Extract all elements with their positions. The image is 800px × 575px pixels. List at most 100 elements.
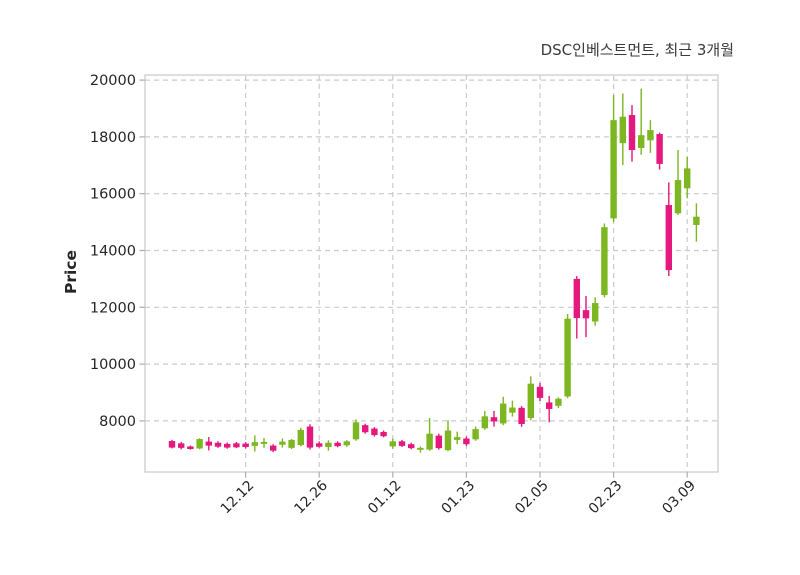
candle-body <box>242 443 249 448</box>
candle <box>564 314 571 399</box>
y-tick-label: 8000 <box>99 414 136 430</box>
candle <box>297 427 304 447</box>
candle-body <box>187 446 194 449</box>
candle-body <box>619 116 626 144</box>
candle-body <box>306 426 314 448</box>
candle-body <box>288 439 295 448</box>
candle <box>601 223 608 298</box>
candle-body <box>693 216 700 225</box>
candle-body <box>279 441 286 445</box>
candle <box>454 431 461 445</box>
candle-body <box>509 407 516 413</box>
candle <box>233 441 240 449</box>
candle-body <box>343 441 350 446</box>
candle <box>481 410 488 430</box>
candle-body <box>546 402 553 409</box>
y-axis-label: Price <box>62 249 80 295</box>
candle <box>398 439 406 448</box>
candle-body <box>555 398 562 406</box>
candle <box>555 397 562 409</box>
candle-body <box>601 227 608 296</box>
y-tick-label: 20000 <box>90 73 136 89</box>
y-tick-label: 18000 <box>90 130 136 146</box>
candle-body <box>334 442 341 447</box>
candle <box>656 132 663 170</box>
candle <box>647 120 654 153</box>
candle-body <box>490 417 498 422</box>
candle-body <box>205 441 212 446</box>
candle <box>619 93 626 166</box>
x-tick-label: 03.09 <box>659 478 699 518</box>
candle-body <box>325 442 332 448</box>
candle-body <box>380 431 387 437</box>
candle <box>260 437 268 448</box>
candle <box>527 376 534 421</box>
x-tick-label: 01.12 <box>365 478 405 518</box>
candle <box>684 156 691 199</box>
candle <box>490 410 498 427</box>
chart-title: DSC인베스트먼트, 최근 3개월 <box>540 41 734 59</box>
candle <box>628 105 636 162</box>
candle-body <box>610 120 617 219</box>
y-tick-label: 10000 <box>90 357 136 373</box>
candle-body <box>168 441 176 448</box>
candles <box>168 88 700 453</box>
candle-body <box>481 416 488 429</box>
candle-body <box>454 437 461 440</box>
candle <box>665 182 672 277</box>
candle <box>168 439 176 449</box>
candle <box>371 427 378 437</box>
candle-body <box>628 115 636 150</box>
candle <box>693 203 700 242</box>
candle <box>352 419 360 441</box>
candle <box>325 440 332 451</box>
candle-body <box>270 445 277 451</box>
candle-body <box>435 435 442 449</box>
candle <box>251 435 258 452</box>
candle-body <box>674 180 682 214</box>
candle-body <box>398 441 406 446</box>
candle <box>389 438 396 449</box>
y-tick-label: 14000 <box>90 243 136 259</box>
candle <box>334 441 341 448</box>
candle <box>178 441 185 450</box>
candle-body <box>463 438 470 445</box>
candle-body <box>389 441 396 447</box>
candle <box>316 441 323 448</box>
x-tick-label: 12.26 <box>291 477 331 517</box>
candle <box>187 445 194 450</box>
candle <box>417 446 424 453</box>
axis-tick-labels: 8000 10000 12000 14000 16000 18000 20000 12.12 1… <box>90 73 699 517</box>
axis-ticks <box>139 79 688 478</box>
candle-body <box>536 386 544 398</box>
candle <box>638 88 645 155</box>
x-tick-label: 02.23 <box>586 478 626 518</box>
candle-body <box>647 130 654 141</box>
candle <box>444 420 452 452</box>
candle <box>306 424 314 450</box>
candle-body <box>260 441 268 444</box>
candle-body <box>518 407 525 425</box>
candle-body <box>444 430 452 451</box>
candle-body <box>362 425 369 433</box>
candle-body <box>665 205 672 271</box>
y-tick-label: 12000 <box>90 300 136 316</box>
candle-body <box>224 443 231 448</box>
candle <box>408 442 415 450</box>
candle-body <box>684 168 691 189</box>
candle <box>196 438 203 450</box>
candle-body <box>316 443 323 447</box>
candle <box>242 442 249 449</box>
candle-body <box>426 433 433 450</box>
candle-body <box>178 443 185 448</box>
candle <box>592 297 599 326</box>
candle <box>288 439 295 449</box>
candle <box>205 437 212 451</box>
candle <box>674 149 682 216</box>
candle-body <box>408 444 415 449</box>
candle <box>214 441 222 448</box>
candle-body <box>527 383 534 419</box>
candle <box>270 444 277 453</box>
candle-body <box>371 428 378 436</box>
